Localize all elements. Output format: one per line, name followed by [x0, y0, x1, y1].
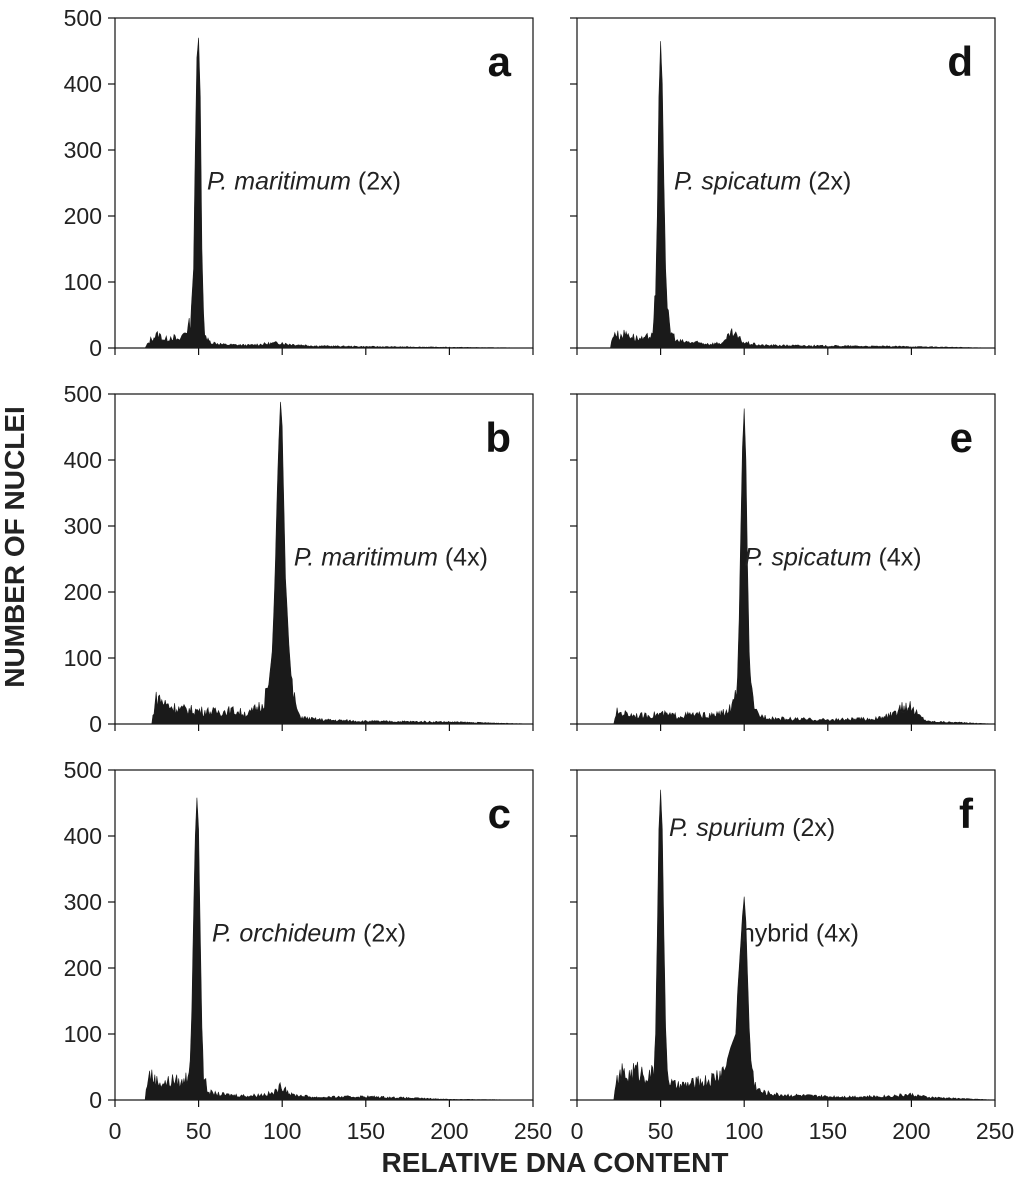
peak-annotation: P. spicatum (4x) — [744, 544, 921, 572]
plot-frame — [576, 393, 996, 725]
plot-frame — [576, 17, 996, 349]
panel-letter: a — [488, 38, 512, 85]
x-tick-label: 250 — [976, 1118, 1014, 1144]
y-tick-label: 100 — [64, 645, 102, 671]
x-tick-label: 150 — [809, 1118, 847, 1144]
x-tick-label: 100 — [263, 1118, 301, 1144]
ploidy-label: hybrid (4x) — [741, 920, 859, 948]
x-axis-title: RELATIVE DNA CONTENT — [382, 1147, 729, 1178]
plot-frame — [114, 393, 534, 725]
histogram-area — [610, 41, 995, 349]
species-name: P. spurium — [669, 814, 785, 842]
y-tick-label: 100 — [64, 269, 102, 295]
y-tick-label: 200 — [64, 955, 102, 981]
panel-letter: b — [485, 414, 511, 461]
ploidy-label: (2x) — [351, 168, 401, 196]
peak-annotation: P. maritimum (4x) — [294, 544, 488, 572]
plot-frame — [114, 17, 534, 349]
x-tick-label: 150 — [347, 1118, 385, 1144]
y-tick-label: 0 — [89, 1087, 102, 1113]
peak-annotation: P. maritimum (2x) — [207, 168, 401, 196]
y-tick-label: 500 — [64, 381, 102, 407]
peak-annotation: P. orchideum (2x) — [212, 920, 406, 948]
x-tick-label: 0 — [571, 1118, 584, 1144]
species-name: P. spicatum — [744, 544, 871, 572]
y-tick-label: 500 — [64, 757, 102, 783]
y-axis-title: NUMBER OF NUCLEI — [0, 406, 30, 688]
y-tick-label: 200 — [64, 203, 102, 229]
histogram-area — [144, 797, 533, 1101]
ploidy-label: (2x) — [785, 814, 835, 842]
panel-e: e P. spicatum (4x) — [570, 393, 996, 731]
panel-f: 0 50 100 150 200 250 f P. spurium (2x) hybrid (4… — [570, 769, 1014, 1144]
panel-c: 0 100 200 300 400 500 0 50 100 150 200 250 c P. orchi… — [64, 757, 553, 1144]
y-tick-label: 0 — [89, 711, 102, 737]
panel-d: d P. spicatum (2x) — [570, 17, 996, 355]
panel-letter: f — [959, 790, 974, 837]
histogram-area — [613, 789, 995, 1101]
y-tick-label: 300 — [64, 137, 102, 163]
peak-annotation: P. spicatum (2x) — [674, 168, 851, 196]
x-tick-label: 200 — [892, 1118, 930, 1144]
y-tick-label: 400 — [64, 447, 102, 473]
species-name: P. orchideum — [212, 920, 356, 948]
panel-b: 0 100 200 300 400 500 b P. maritimum (4x) — [64, 381, 534, 737]
ploidy-label: (2x) — [356, 920, 406, 948]
y-tick-label: 200 — [64, 579, 102, 605]
panel-letter: d — [947, 38, 973, 85]
y-tick-label: 400 — [64, 823, 102, 849]
species-name: P. maritimum — [207, 168, 351, 196]
plot-frame — [576, 769, 996, 1101]
ploidy-label: (4x) — [438, 544, 488, 572]
ploidy-label: (4x) — [872, 544, 922, 572]
y-tick-label: 400 — [64, 71, 102, 97]
panel-letter: e — [950, 414, 973, 461]
y-tick-label: 300 — [64, 513, 102, 539]
histogram-area — [144, 37, 533, 349]
species-name: P. maritimum — [294, 544, 438, 572]
y-tick-label: 100 — [64, 1021, 102, 1047]
ploidy-label: (2x) — [801, 168, 851, 196]
panel-letter: c — [488, 790, 511, 837]
x-tick-label: 200 — [430, 1118, 468, 1144]
x-tick-label: 50 — [186, 1118, 212, 1144]
y-tick-label: 500 — [64, 5, 102, 31]
y-tick-label: 300 — [64, 889, 102, 915]
x-tick-label: 250 — [514, 1118, 552, 1144]
peak-annotation: P. spurium (2x) — [669, 814, 835, 842]
panel-a: 0 100 200 300 400 500 a P. maritimum (2x) — [64, 5, 534, 361]
y-tick-label: 0 — [89, 335, 102, 361]
species-name: P. spicatum — [674, 168, 801, 196]
peak-annotation: hybrid (4x) — [741, 920, 859, 948]
x-tick-label: 100 — [725, 1118, 763, 1144]
histogram-area — [151, 401, 533, 725]
x-tick-label: 0 — [109, 1118, 122, 1144]
x-tick-label: 50 — [648, 1118, 674, 1144]
histogram-area — [613, 408, 995, 725]
